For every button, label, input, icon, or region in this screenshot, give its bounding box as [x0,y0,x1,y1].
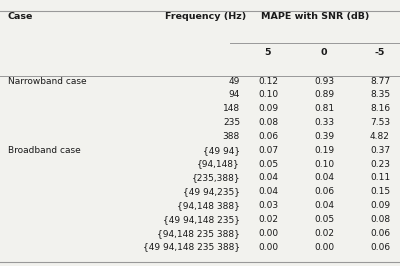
Text: 235: 235 [223,118,240,127]
Text: 49: 49 [229,77,240,86]
Text: -5: -5 [375,48,385,57]
Text: {235,388}: {235,388} [191,173,240,182]
Text: 0.06: 0.06 [370,229,390,238]
Text: 8.16: 8.16 [370,104,390,113]
Text: 0.05: 0.05 [258,160,278,169]
Text: Case: Case [8,12,33,21]
Text: 0.05: 0.05 [314,215,334,224]
Text: 0.04: 0.04 [314,201,334,210]
Text: 7.53: 7.53 [370,118,390,127]
Text: {94,148}: {94,148} [197,160,240,169]
Text: 0.10: 0.10 [314,160,334,169]
Text: 0.00: 0.00 [314,243,334,252]
Text: 0.09: 0.09 [258,104,278,113]
Text: MAPE with SNR (dB): MAPE with SNR (dB) [261,12,369,21]
Text: 0.19: 0.19 [314,146,334,155]
Text: 5: 5 [265,48,271,57]
Text: 0.02: 0.02 [314,229,334,238]
Text: Frequency (Hz): Frequency (Hz) [165,12,247,21]
Text: 8.35: 8.35 [370,90,390,99]
Text: 0: 0 [321,48,327,57]
Text: Broadband case: Broadband case [8,146,81,155]
Text: 148: 148 [223,104,240,113]
Text: 0.37: 0.37 [370,146,390,155]
Text: 0.93: 0.93 [314,77,334,86]
Text: 0.81: 0.81 [314,104,334,113]
Text: 0.39: 0.39 [314,132,334,141]
Text: 0.00: 0.00 [258,229,278,238]
Text: Narrowband case: Narrowband case [8,77,87,86]
Text: 4.82: 4.82 [370,132,390,141]
Text: 0.09: 0.09 [370,201,390,210]
Text: 0.08: 0.08 [258,118,278,127]
Text: 0.89: 0.89 [314,90,334,99]
Text: 94: 94 [229,90,240,99]
Text: 0.06: 0.06 [258,132,278,141]
Text: 0.04: 0.04 [314,173,334,182]
Text: 0.04: 0.04 [258,173,278,182]
Text: 0.10: 0.10 [258,90,278,99]
Text: 0.12: 0.12 [258,77,278,86]
Text: 0.06: 0.06 [314,187,334,196]
Text: 0.23: 0.23 [370,160,390,169]
Text: 0.15: 0.15 [370,187,390,196]
Text: 8.77: 8.77 [370,77,390,86]
Text: 0.00: 0.00 [258,243,278,252]
Text: {49 94}: {49 94} [203,146,240,155]
Text: 0.02: 0.02 [258,215,278,224]
Text: 0.07: 0.07 [258,146,278,155]
Text: 0.04: 0.04 [258,187,278,196]
Text: 0.11: 0.11 [370,173,390,182]
Text: {49 94,148 235}: {49 94,148 235} [163,215,240,224]
Text: {49 94,148 235 388}: {49 94,148 235 388} [143,243,240,252]
Text: 0.33: 0.33 [314,118,334,127]
Text: {94,148 388}: {94,148 388} [177,201,240,210]
Text: {94,148 235 388}: {94,148 235 388} [157,229,240,238]
Text: 0.03: 0.03 [258,201,278,210]
Text: 388: 388 [223,132,240,141]
Text: 0.08: 0.08 [370,215,390,224]
Text: {49 94,235}: {49 94,235} [183,187,240,196]
Text: 0.06: 0.06 [370,243,390,252]
